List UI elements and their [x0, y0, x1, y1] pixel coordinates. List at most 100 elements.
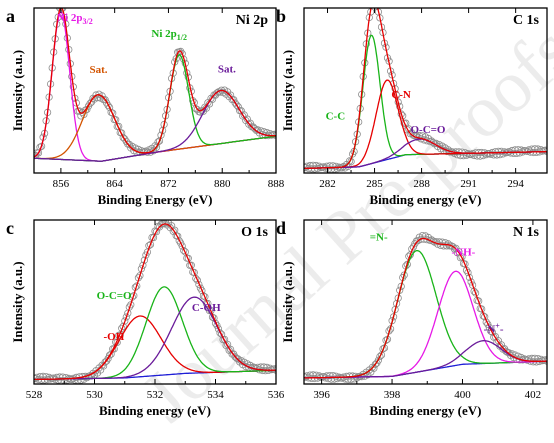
raw-point	[149, 234, 158, 242]
panel-a: 856 864 872 880 888 a Ni 2p Binding Energy (eV)…	[6, 6, 285, 207]
x-tick-label: 288	[413, 178, 430, 190]
peak-label: C-N	[391, 89, 411, 101]
raw-point	[499, 150, 507, 158]
raw-point	[345, 157, 354, 165]
raw-point	[369, 0, 375, 6]
x-tick-label: 402	[525, 389, 542, 401]
raw-point	[475, 297, 483, 305]
raw-point	[174, 232, 182, 240]
peak-label: Sat.	[218, 64, 236, 76]
raw-point	[201, 293, 209, 301]
peak-label: -NH-	[451, 246, 475, 258]
plot-frame	[303, 219, 548, 385]
panel-letter: c	[6, 218, 14, 238]
peak-label: Ni 2p3/2	[57, 12, 93, 26]
raw-point	[133, 282, 141, 290]
raw-point	[372, 0, 378, 5]
x-axis-label: Binding energy (eV)	[99, 403, 211, 418]
panel-title: N 1s	[513, 225, 540, 240]
raw-point	[178, 50, 186, 58]
raw-point	[184, 254, 192, 262]
x-tick-label: 291	[460, 178, 477, 190]
raw-point	[478, 305, 486, 313]
raw-point	[155, 137, 164, 145]
raw-point	[121, 317, 129, 325]
x-tick-label: 856	[53, 178, 70, 190]
raw-point	[333, 165, 341, 173]
x-axis-label: Binding energy (eV)	[370, 403, 482, 418]
x-tick-label: 872	[160, 178, 177, 190]
raw-point	[178, 242, 186, 250]
peak-label: Ni 2p1/2	[151, 28, 187, 42]
raw-point	[233, 101, 241, 109]
raw-point	[119, 322, 127, 330]
raw-point	[394, 98, 402, 106]
raw-point	[464, 268, 472, 277]
raw-point	[34, 149, 43, 157]
envelope-d	[304, 237, 547, 379]
envelope-b	[304, 8, 547, 170]
x-axis-label: Binding Energy (eV)	[98, 192, 213, 207]
raw-point	[195, 280, 203, 289]
raw-point	[83, 105, 91, 114]
raw-point	[397, 110, 405, 118]
raw-point	[471, 289, 480, 297]
envelope-c	[34, 223, 276, 381]
raw-point	[175, 237, 183, 245]
raw-point	[139, 261, 147, 269]
raw-point	[130, 292, 138, 300]
peak-label: -OH	[104, 331, 125, 343]
raw-point	[146, 241, 155, 249]
x-tick-label: 294	[507, 178, 524, 190]
panel-title: O 1s	[241, 225, 268, 240]
x-tick-label: 282	[319, 178, 336, 190]
raw-point	[37, 142, 46, 150]
raw-point	[106, 351, 114, 359]
raw-point	[374, 356, 382, 364]
raw-point	[86, 99, 94, 108]
raw-point	[371, 0, 377, 6]
raw-point	[180, 246, 188, 255]
raw-point	[187, 261, 195, 269]
panel-d: 396 398 400 402 d N 1s Binding energy (eV) Inte…	[276, 218, 548, 418]
raw-point	[270, 130, 276, 138]
x-tick-label: 536	[268, 389, 285, 401]
x-tick-label: 888	[268, 178, 285, 190]
peak-label: Sat.	[89, 64, 107, 76]
envelope-a	[34, 8, 276, 158]
curves-a	[34, 8, 276, 162]
panel-letter: d	[276, 218, 286, 238]
x-tick-label: 396	[313, 389, 330, 401]
raw-point	[136, 272, 144, 280]
raw-point	[104, 101, 112, 110]
raw-point	[127, 301, 135, 309]
y-axis-label: Intensity (a.u.)	[10, 261, 25, 342]
panel-b: 282 285 288 291 294 b C 1s Binding energy (eV) I…	[276, 0, 548, 207]
panel-title: C 1s	[513, 13, 540, 28]
raw-point	[373, 8, 381, 11]
peak-label: O-C=O	[411, 124, 446, 136]
raw-point	[106, 103, 114, 112]
x-axis-label: Binding energy (eV)	[370, 192, 482, 207]
peak-label: C-OH	[192, 302, 221, 314]
peak-label: C-C	[326, 110, 346, 122]
raw-point	[541, 146, 547, 154]
x-tick-label: 530	[86, 389, 103, 401]
x-tick-label: 285	[366, 178, 383, 190]
x-tick-label: 534	[207, 389, 224, 401]
curves-d	[304, 232, 547, 384]
raw-point	[389, 313, 398, 321]
panel-c: 528 530 532 534 536 c O 1s Binding energy (eV) I…	[6, 218, 285, 418]
raw-point	[177, 47, 185, 56]
x-tick-label: 528	[26, 389, 43, 401]
raw-point	[213, 321, 221, 330]
raw-point	[214, 325, 223, 333]
raw-point	[376, 352, 384, 361]
x-tick-label: 400	[454, 389, 471, 401]
x-tick-label: 880	[214, 178, 231, 190]
y-axis-label: Intensity (a.u.)	[280, 50, 295, 131]
raw-point	[198, 286, 206, 295]
panel-title: Ni 2p	[236, 13, 269, 28]
plot-frame	[33, 7, 277, 174]
